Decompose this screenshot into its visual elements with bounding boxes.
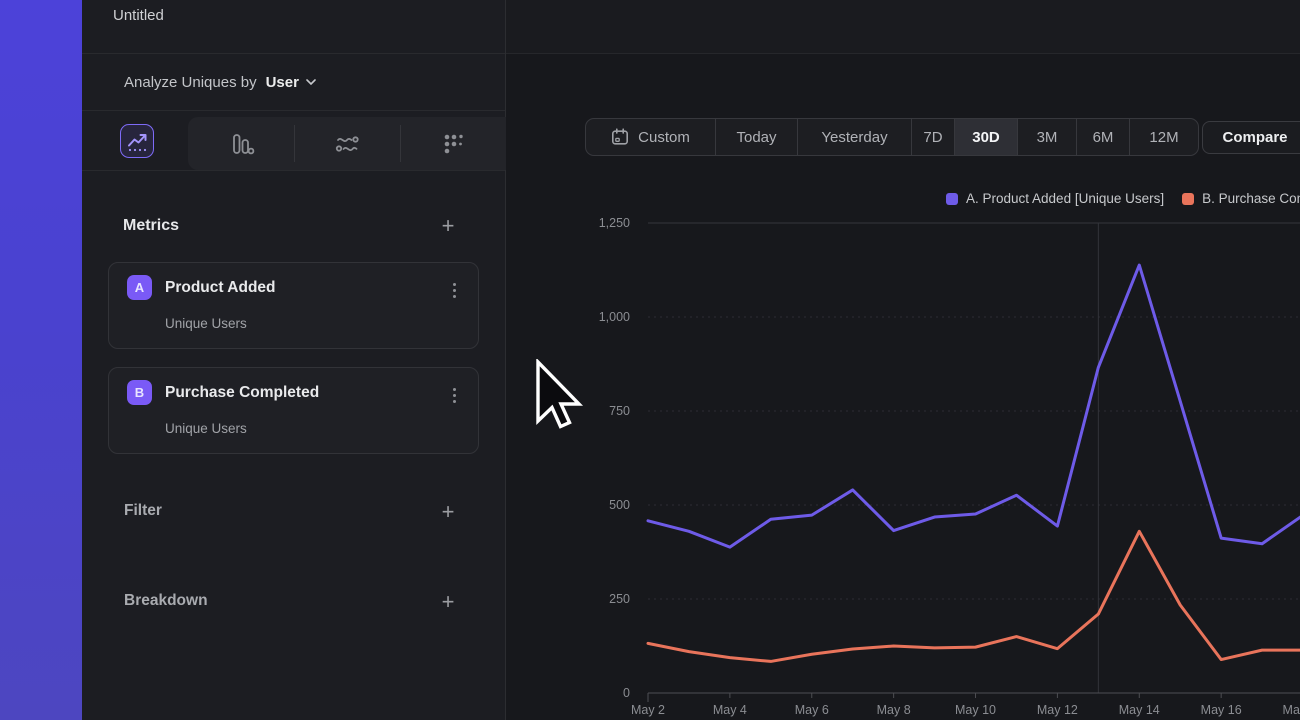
add-breakdown-button[interactable]: + bbox=[437, 590, 459, 614]
metrics-title: Metrics bbox=[123, 217, 179, 235]
analyze-label: Analyze Uniques by bbox=[124, 74, 257, 91]
range-3m-button[interactable]: 3M bbox=[1017, 119, 1076, 155]
left-gradient-rail bbox=[0, 0, 82, 720]
filter-label: Filter bbox=[124, 502, 162, 520]
range-label: 6M bbox=[1093, 129, 1114, 146]
scatter-chart-icon bbox=[437, 128, 469, 160]
range-label: Today bbox=[736, 129, 776, 146]
tab-bar-chart[interactable] bbox=[188, 117, 294, 170]
range-label: 3M bbox=[1037, 129, 1058, 146]
metric-card-product-added[interactable]: A Product Added Unique Users bbox=[108, 262, 479, 349]
analyze-by-value: User bbox=[266, 74, 299, 91]
metric-name: Purchase Completed bbox=[165, 384, 319, 402]
bar-chart-icon bbox=[225, 128, 257, 160]
svg-text:May 18: May 18 bbox=[1283, 703, 1300, 717]
filter-section: Filter + bbox=[82, 494, 506, 530]
svg-text:May 10: May 10 bbox=[955, 703, 996, 717]
svg-text:250: 250 bbox=[609, 592, 630, 606]
series-b-line bbox=[648, 531, 1300, 661]
chart-type-tabs bbox=[82, 111, 505, 171]
range-12m-button[interactable]: 12M bbox=[1129, 119, 1198, 155]
svg-text:1,000: 1,000 bbox=[599, 310, 630, 324]
metric-card-purchase-completed[interactable]: B Purchase Completed Unique Users bbox=[108, 367, 479, 454]
range-30d-button[interactable]: 30D bbox=[954, 119, 1017, 155]
range-custom-button[interactable]: Custom bbox=[586, 119, 715, 155]
titlebar: Untitled bbox=[82, 0, 505, 54]
date-range-selector: Custom Today Yesterday 7D 30D 3M 6M 12M bbox=[585, 118, 1199, 156]
metric-measure: Unique Users bbox=[165, 316, 247, 331]
inactive-tab-strip bbox=[188, 117, 506, 170]
range-today-button[interactable]: Today bbox=[715, 119, 797, 155]
compare-button[interactable]: Compare bbox=[1202, 121, 1300, 154]
add-filter-button[interactable]: + bbox=[437, 500, 459, 524]
svg-text:May 4: May 4 bbox=[713, 703, 747, 717]
main-header-bar bbox=[506, 0, 1300, 54]
svg-text:750: 750 bbox=[609, 404, 630, 418]
range-6m-button[interactable]: 6M bbox=[1076, 119, 1129, 155]
analyze-by-dropdown[interactable]: User bbox=[266, 74, 316, 91]
tab-scatter-chart[interactable] bbox=[400, 117, 506, 170]
metric-measure: Unique Users bbox=[165, 421, 247, 436]
svg-text:May 16: May 16 bbox=[1201, 703, 1242, 717]
svg-text:1,250: 1,250 bbox=[599, 216, 630, 230]
svg-text:May 6: May 6 bbox=[795, 703, 829, 717]
chevron-down-icon bbox=[306, 79, 316, 85]
metric-name: Product Added bbox=[165, 279, 276, 297]
range-label: Yesterday bbox=[821, 129, 887, 146]
sidebar: Untitled Analyze Uniques by User bbox=[82, 0, 506, 720]
line-chart-icon bbox=[122, 126, 152, 156]
metric-menu-icon[interactable] bbox=[451, 281, 458, 300]
line-chart-canvas: 0 250 500 750 1,000 1,250 May 2 May 4 May 6 May 8… bbox=[506, 180, 1300, 720]
metrics-section-header: Metrics + bbox=[82, 210, 506, 244]
breakdown-label: Breakdown bbox=[124, 592, 208, 610]
svg-text:May 8: May 8 bbox=[877, 703, 911, 717]
tab-flow-chart[interactable] bbox=[294, 117, 400, 170]
range-yesterday-button[interactable]: Yesterday bbox=[797, 119, 911, 155]
svg-text:May 12: May 12 bbox=[1037, 703, 1078, 717]
metric-badge-b: B bbox=[127, 380, 152, 405]
svg-text:May 2: May 2 bbox=[631, 703, 665, 717]
range-7d-button[interactable]: 7D bbox=[911, 119, 954, 155]
range-label: 12M bbox=[1149, 129, 1178, 146]
svg-text:500: 500 bbox=[609, 498, 630, 512]
metric-menu-icon[interactable] bbox=[451, 386, 458, 405]
breakdown-section: Breakdown + bbox=[82, 584, 506, 620]
analyze-row: Analyze Uniques by User bbox=[82, 54, 505, 111]
tab-line-chart[interactable] bbox=[120, 124, 154, 158]
range-label: 30D bbox=[972, 129, 1000, 146]
calendar-icon bbox=[611, 128, 629, 146]
add-metric-button[interactable]: + bbox=[437, 214, 459, 238]
svg-text:0: 0 bbox=[623, 686, 630, 700]
metric-badge-a: A bbox=[127, 275, 152, 300]
document-title: Untitled bbox=[113, 7, 164, 24]
range-label: 7D bbox=[923, 129, 942, 146]
svg-text:May 14: May 14 bbox=[1119, 703, 1160, 717]
range-label: Custom bbox=[638, 129, 690, 146]
flow-chart-icon bbox=[330, 127, 364, 161]
